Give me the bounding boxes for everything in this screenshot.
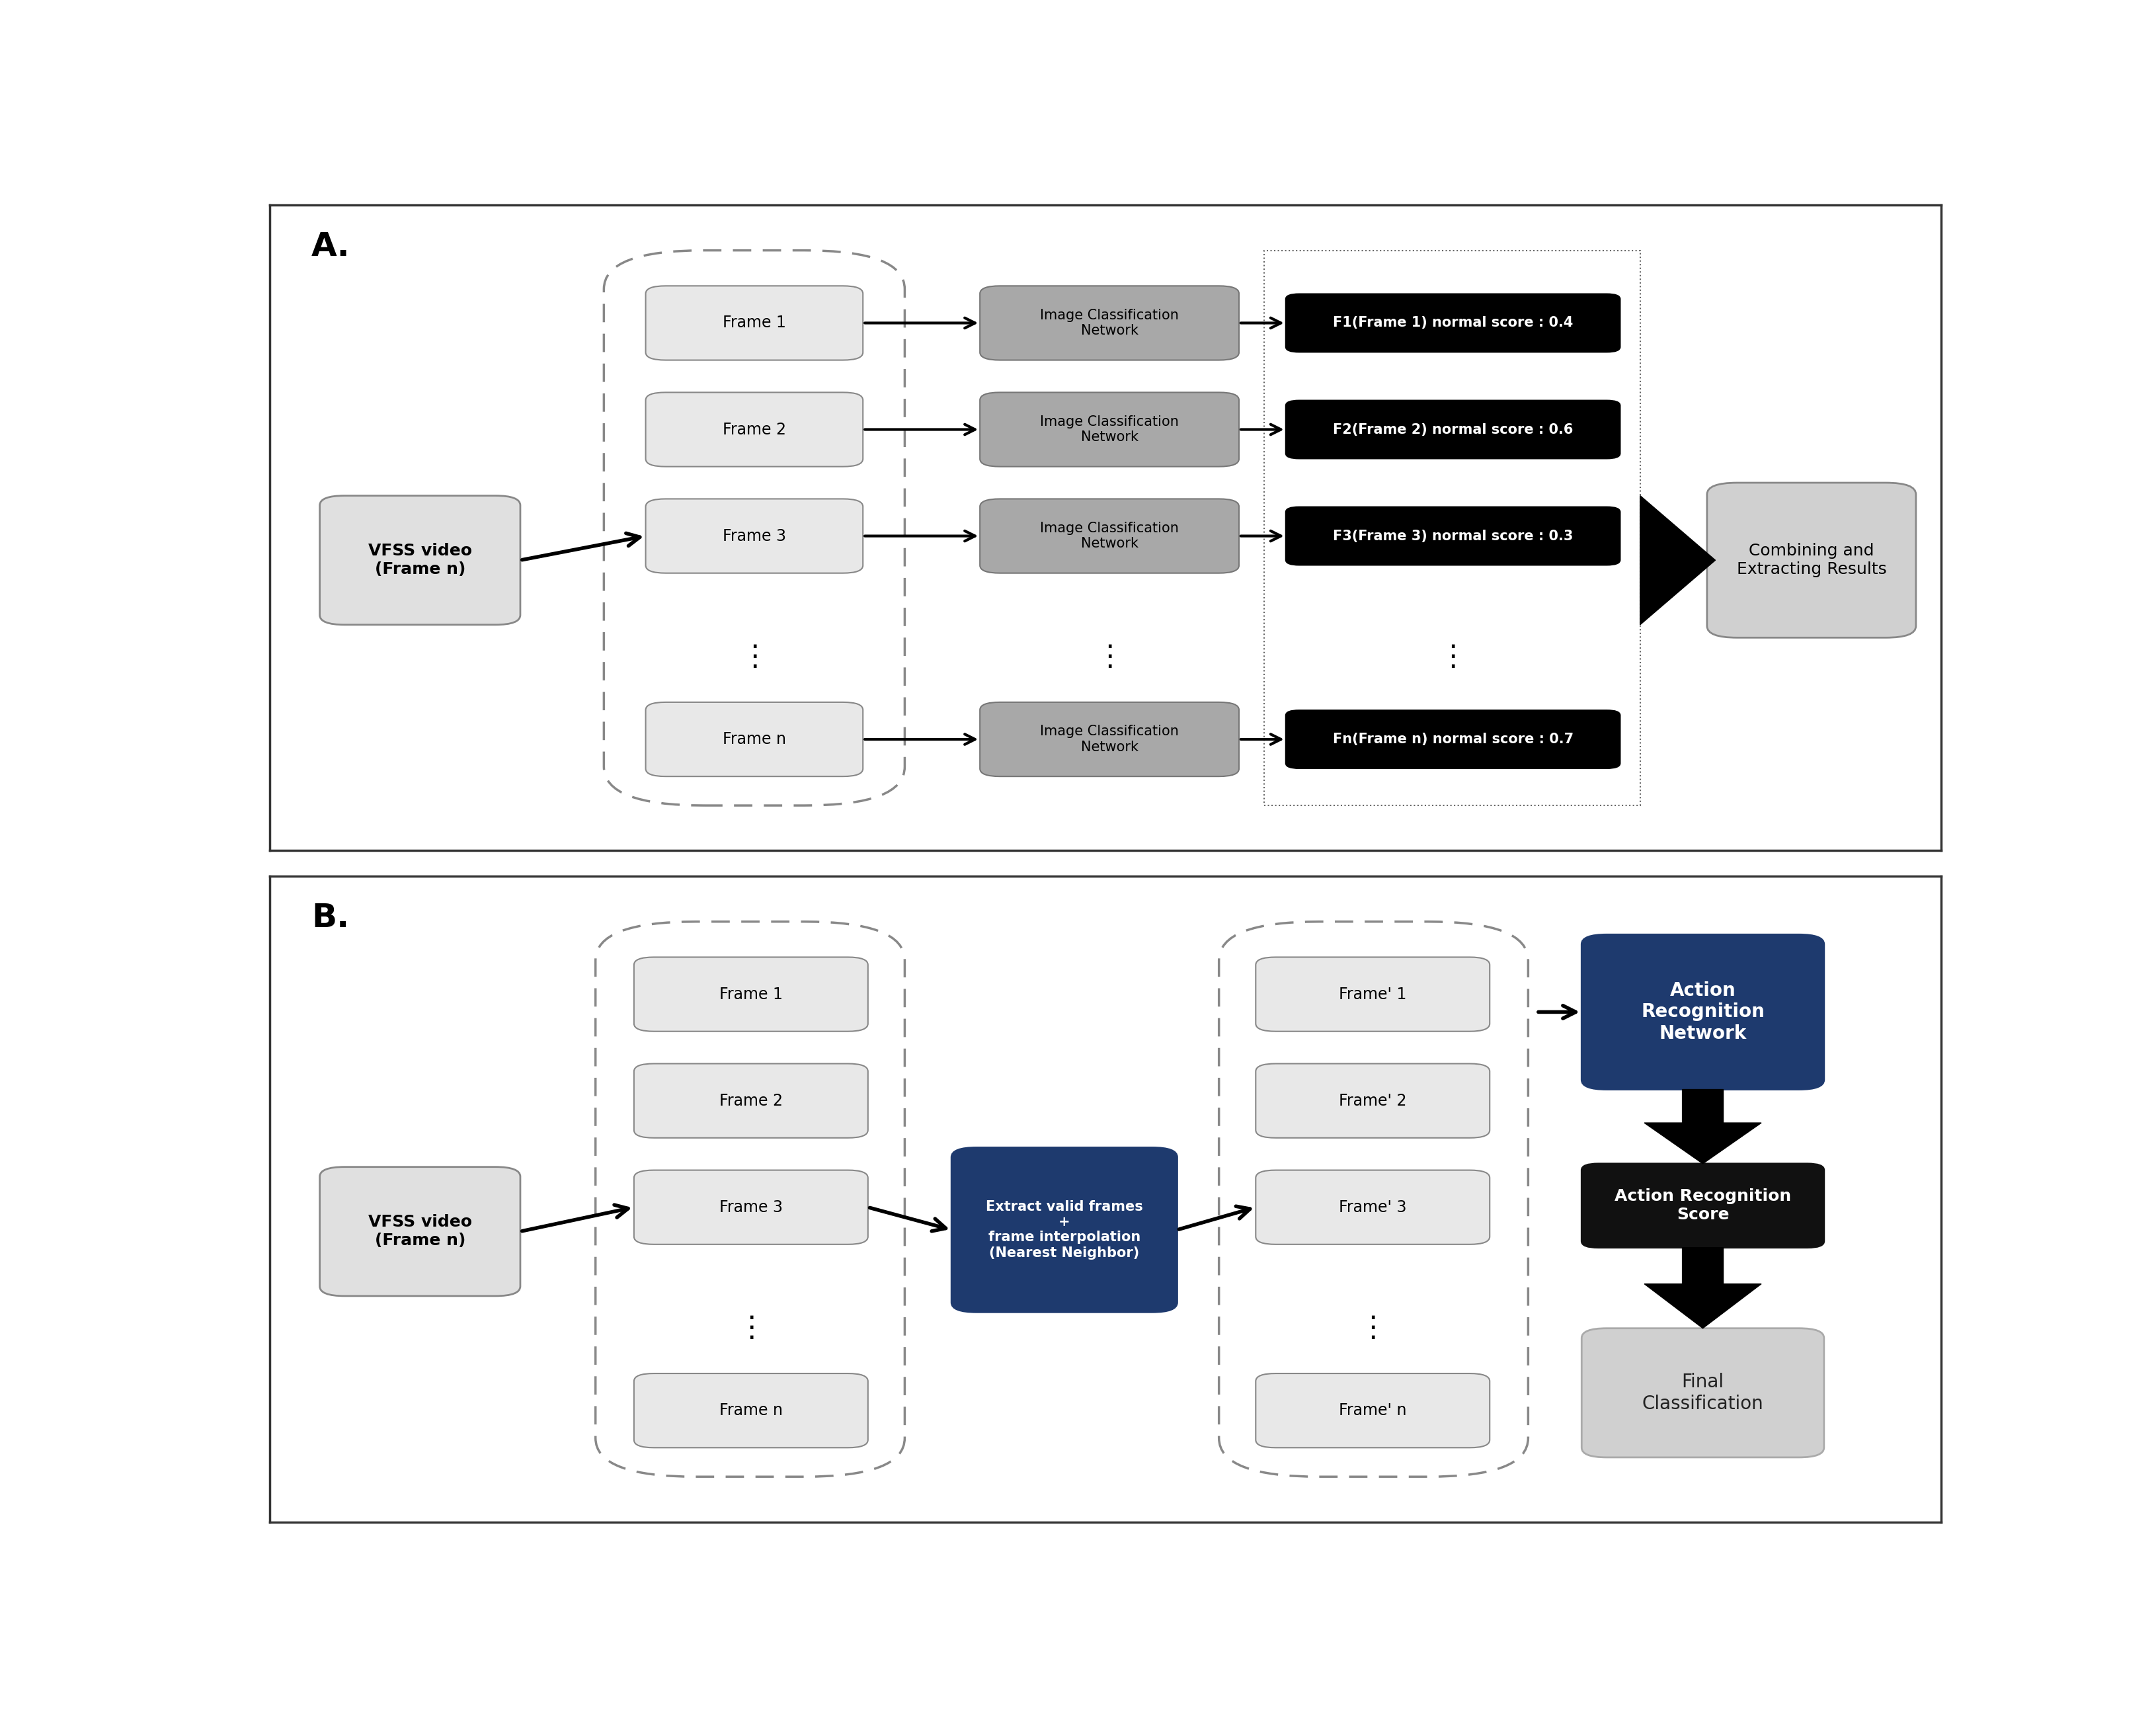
Text: ⋮: ⋮ — [1358, 1313, 1386, 1342]
Text: ⋮: ⋮ — [1438, 643, 1468, 672]
Text: ⋮: ⋮ — [740, 643, 770, 672]
Text: Frame 1: Frame 1 — [720, 987, 783, 1002]
Polygon shape — [1641, 496, 1714, 624]
Text: Frame 3: Frame 3 — [722, 528, 785, 544]
Text: Combining and
Extracting Results: Combining and Extracting Results — [1736, 544, 1886, 578]
Text: Action Recognition
Score: Action Recognition Score — [1615, 1188, 1792, 1223]
FancyBboxPatch shape — [645, 499, 862, 573]
FancyBboxPatch shape — [595, 922, 906, 1477]
FancyBboxPatch shape — [1285, 506, 1619, 564]
Text: Frame' 2: Frame' 2 — [1339, 1093, 1406, 1108]
FancyBboxPatch shape — [1580, 1165, 1824, 1248]
FancyBboxPatch shape — [979, 703, 1238, 776]
FancyBboxPatch shape — [634, 1064, 867, 1137]
Text: Frame n: Frame n — [722, 732, 785, 747]
Text: Action
Recognition
Network: Action Recognition Network — [1641, 982, 1764, 1043]
FancyBboxPatch shape — [634, 1170, 867, 1245]
Text: B.: B. — [310, 903, 349, 934]
Text: VFSS video
(Frame n): VFSS video (Frame n) — [369, 1214, 472, 1248]
Text: Frame' n: Frame' n — [1339, 1402, 1406, 1419]
FancyBboxPatch shape — [1285, 710, 1619, 768]
Text: ⋮: ⋮ — [1095, 643, 1123, 672]
FancyBboxPatch shape — [645, 392, 862, 467]
FancyBboxPatch shape — [1255, 1064, 1490, 1137]
Text: Frame 2: Frame 2 — [718, 1093, 783, 1108]
FancyBboxPatch shape — [645, 703, 862, 776]
FancyBboxPatch shape — [1255, 1373, 1490, 1448]
Text: A.: A. — [310, 231, 349, 263]
FancyBboxPatch shape — [1580, 1329, 1824, 1457]
Text: Extract valid frames
+
frame interpolation
(Nearest Neighbor): Extract valid frames + frame interpolati… — [985, 1200, 1143, 1260]
Text: Frame' 3: Frame' 3 — [1339, 1199, 1406, 1216]
Text: Final
Classification: Final Classification — [1641, 1373, 1764, 1412]
Text: Image Classification
Network: Image Classification Network — [1039, 725, 1179, 754]
FancyBboxPatch shape — [604, 250, 906, 805]
Text: Image Classification
Network: Image Classification Network — [1039, 310, 1179, 337]
Text: F1(Frame 1) normal score : 0.4: F1(Frame 1) normal score : 0.4 — [1332, 316, 1572, 330]
Text: Frame n: Frame n — [718, 1402, 783, 1419]
Text: Image Classification
Network: Image Classification Network — [1039, 522, 1179, 551]
Text: ⋮: ⋮ — [735, 1313, 765, 1342]
Text: F2(Frame 2) normal score : 0.6: F2(Frame 2) normal score : 0.6 — [1332, 422, 1572, 436]
FancyBboxPatch shape — [319, 1166, 520, 1296]
FancyBboxPatch shape — [1580, 935, 1824, 1089]
FancyBboxPatch shape — [979, 392, 1238, 467]
FancyBboxPatch shape — [634, 1373, 867, 1448]
FancyBboxPatch shape — [1255, 958, 1490, 1031]
Text: Frame' 1: Frame' 1 — [1339, 987, 1406, 1002]
Text: Frame 3: Frame 3 — [718, 1199, 783, 1216]
FancyBboxPatch shape — [1285, 400, 1619, 458]
FancyBboxPatch shape — [634, 958, 867, 1031]
FancyBboxPatch shape — [1285, 294, 1619, 352]
Text: Image Classification
Network: Image Classification Network — [1039, 416, 1179, 445]
FancyBboxPatch shape — [951, 1147, 1177, 1312]
Text: VFSS video
(Frame n): VFSS video (Frame n) — [369, 544, 472, 578]
FancyBboxPatch shape — [1218, 922, 1529, 1477]
FancyBboxPatch shape — [319, 496, 520, 624]
FancyBboxPatch shape — [645, 286, 862, 361]
Polygon shape — [1643, 1248, 1761, 1329]
Text: F3(Frame 3) normal score : 0.3: F3(Frame 3) normal score : 0.3 — [1332, 530, 1572, 542]
FancyBboxPatch shape — [979, 499, 1238, 573]
Text: Frame 1: Frame 1 — [722, 315, 785, 332]
Text: Fn(Frame n) normal score : 0.7: Fn(Frame n) normal score : 0.7 — [1332, 732, 1574, 746]
FancyBboxPatch shape — [1708, 482, 1915, 638]
Polygon shape — [1643, 1089, 1761, 1165]
Text: Frame 2: Frame 2 — [722, 422, 785, 438]
FancyBboxPatch shape — [979, 286, 1238, 361]
FancyBboxPatch shape — [1255, 1170, 1490, 1245]
